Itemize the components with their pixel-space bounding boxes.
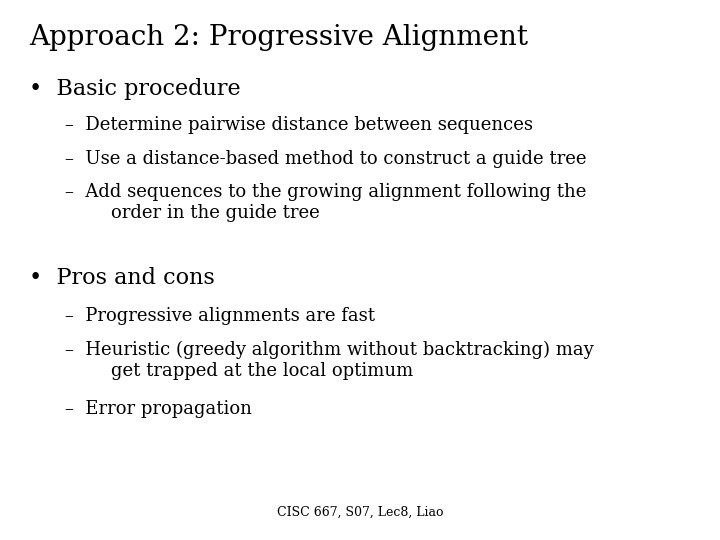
Text: –  Progressive alignments are fast: – Progressive alignments are fast [65,307,375,325]
Text: •  Basic procedure: • Basic procedure [29,78,240,100]
Text: –  Use a distance-based method to construct a guide tree: – Use a distance-based method to constru… [65,150,586,167]
Text: •  Pros and cons: • Pros and cons [29,267,215,289]
Text: –  Heuristic (greedy algorithm without backtracking) may
        get trapped at : – Heuristic (greedy algorithm without ba… [65,341,593,380]
Text: –  Error propagation: – Error propagation [65,400,252,418]
Text: –  Determine pairwise distance between sequences: – Determine pairwise distance between se… [65,116,533,134]
Text: –  Add sequences to the growing alignment following the
        order in the gui: – Add sequences to the growing alignment… [65,183,586,222]
Text: CISC 667, S07, Lec8, Liao: CISC 667, S07, Lec8, Liao [276,505,444,518]
Text: Approach 2: Progressive Alignment: Approach 2: Progressive Alignment [29,24,528,51]
